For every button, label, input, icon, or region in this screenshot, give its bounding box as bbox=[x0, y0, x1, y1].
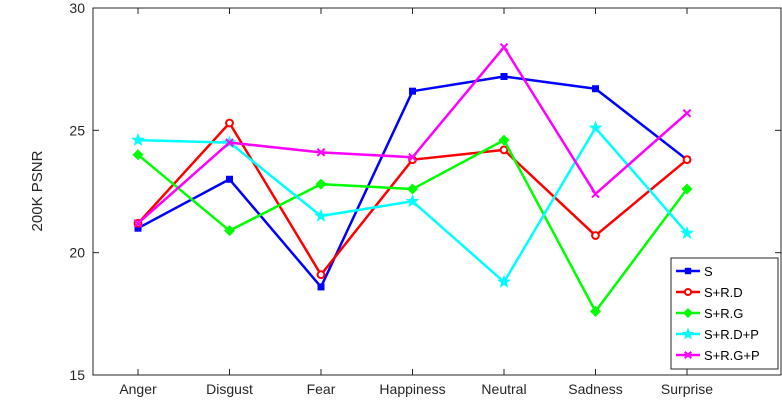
legend-label: S+R.G bbox=[704, 306, 743, 321]
series-s-r-g-p bbox=[133, 42, 692, 228]
marker-x-stroke bbox=[316, 148, 326, 157]
data-point bbox=[405, 194, 420, 208]
y-tick-label: 25 bbox=[69, 122, 85, 138]
x-tick-label: Anger bbox=[119, 381, 157, 397]
legend-marker bbox=[682, 307, 694, 319]
data-point bbox=[223, 225, 236, 237]
legend-marker bbox=[684, 351, 692, 359]
legend-item: S+R.D bbox=[676, 285, 743, 300]
data-point bbox=[500, 73, 508, 81]
data-point bbox=[588, 120, 603, 134]
legend-marker bbox=[683, 287, 693, 297]
marker-x-stroke bbox=[684, 351, 692, 359]
axis-ticks bbox=[93, 7, 781, 376]
marker-x-stroke bbox=[408, 152, 417, 162]
data-point bbox=[682, 155, 692, 165]
data-point bbox=[499, 42, 509, 52]
data-point bbox=[680, 225, 694, 239]
x-tick-label: Surprise bbox=[661, 381, 713, 397]
legend-marker bbox=[681, 327, 695, 340]
y-axis-title: 200K PSNR bbox=[29, 150, 46, 231]
marker-x-stroke bbox=[591, 189, 600, 199]
x-tick-label: Neutral bbox=[481, 381, 526, 397]
legend-label: S+R.D+P bbox=[704, 327, 759, 342]
legend-label: S bbox=[704, 264, 713, 279]
data-point bbox=[589, 305, 602, 317]
data-point bbox=[591, 189, 600, 199]
y-tick-label: 20 bbox=[69, 245, 85, 261]
data-point bbox=[408, 152, 417, 162]
data-point bbox=[316, 148, 326, 157]
marker-x-stroke bbox=[499, 42, 509, 52]
data-point bbox=[497, 274, 511, 288]
data-point bbox=[132, 149, 144, 161]
series-group bbox=[131, 42, 694, 317]
y-tick-label: 30 bbox=[69, 0, 85, 16]
legend-item: S+R.D+P bbox=[676, 327, 759, 342]
x-tick-label: Happiness bbox=[379, 381, 445, 397]
y-tick-labels: 15 20 25 30 bbox=[69, 0, 85, 383]
marker-x-stroke bbox=[225, 138, 234, 147]
legend-item: S+R.G bbox=[676, 306, 743, 321]
x-tick-label: Fear bbox=[307, 381, 336, 397]
data-point bbox=[498, 134, 510, 146]
data-point bbox=[682, 108, 692, 118]
legend-item: S bbox=[676, 264, 713, 279]
y-tick-label: 15 bbox=[69, 367, 85, 383]
x-tick-label: Disgust bbox=[206, 381, 253, 397]
data-point bbox=[591, 231, 600, 240]
data-point bbox=[317, 283, 325, 291]
x-tick-label: Sadness bbox=[568, 381, 622, 397]
x-tick-labels: Anger Disgust Fear Happiness Neutral Sadness S… bbox=[119, 381, 713, 397]
legend-marker bbox=[684, 267, 692, 275]
data-point bbox=[226, 175, 233, 183]
data-point bbox=[315, 178, 327, 190]
data-point bbox=[316, 270, 326, 280]
series-s-r-g bbox=[132, 134, 693, 317]
legend-label: S+R.D bbox=[704, 285, 743, 300]
data-point bbox=[681, 183, 693, 195]
data-point bbox=[225, 138, 234, 147]
data-point bbox=[592, 85, 599, 93]
legend-item: S+R.G+P bbox=[676, 348, 760, 363]
data-point bbox=[409, 87, 416, 95]
data-point bbox=[499, 145, 509, 155]
marker-x-stroke bbox=[133, 218, 143, 228]
data-point bbox=[133, 218, 143, 228]
legend-label: S+R.G+P bbox=[704, 348, 760, 363]
data-point bbox=[131, 132, 145, 146]
legend: S S+R.D S+R.G S+R.D+P S+R.G+P bbox=[670, 257, 779, 370]
data-point bbox=[314, 208, 328, 222]
marker-x-stroke bbox=[682, 108, 692, 118]
data-point bbox=[406, 183, 419, 195]
data-point bbox=[225, 118, 234, 128]
